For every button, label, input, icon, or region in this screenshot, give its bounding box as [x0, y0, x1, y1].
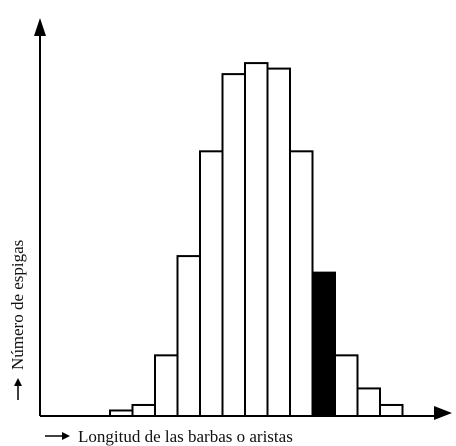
histogram-bar [266, 67, 291, 417]
histogram-bar [131, 403, 156, 418]
axes-group [34, 18, 452, 420]
histogram-bar [154, 354, 179, 417]
y-axis-label-group: Número de espigas [8, 240, 27, 370]
y-axis-label: Número de espigas [8, 240, 27, 370]
x-axis-label: Longitud de las barbas o aristas [78, 427, 293, 446]
histogram-bar [199, 150, 224, 417]
x-axis-arrowhead [434, 406, 452, 420]
histogram-bar-highlighted [311, 271, 336, 417]
histogram-bar [176, 255, 201, 417]
histogram-bar [379, 403, 404, 418]
bars-group [109, 62, 404, 418]
histogram-bar [289, 150, 314, 417]
x-axis-label-group: Longitud de las barbas o aristas [45, 427, 293, 446]
x-label-arrowhead-icon [62, 432, 70, 440]
y-axis-arrowhead [34, 18, 46, 36]
histogram-bar [244, 62, 269, 418]
histogram-bar [356, 387, 381, 417]
y-label-arrowhead-icon [14, 378, 22, 386]
histogram-bar [221, 73, 246, 418]
histogram-bar [334, 354, 359, 417]
